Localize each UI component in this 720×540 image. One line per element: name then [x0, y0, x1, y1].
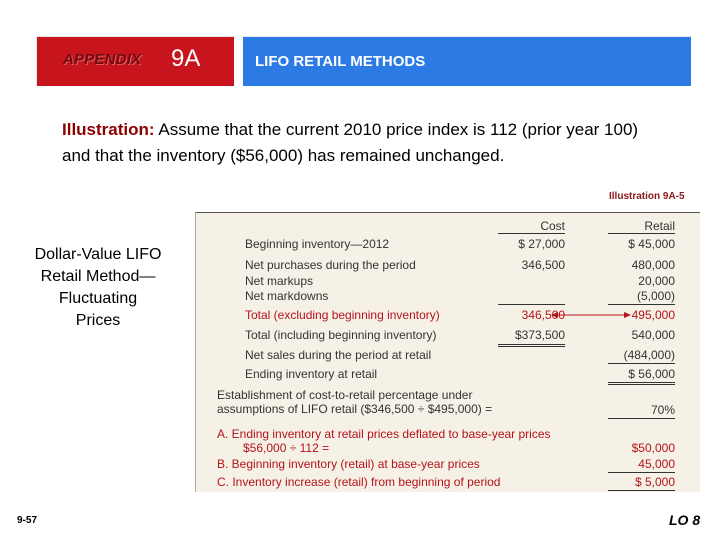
step-a-formula: $56,000 ÷ 112 =	[243, 441, 330, 455]
row-retail: (484,000)	[623, 348, 675, 362]
appendix-number: 9A	[171, 45, 201, 72]
panel-left-rule	[195, 212, 196, 492]
sales-underline	[608, 363, 675, 364]
appendix-label: APPENDIX	[63, 51, 142, 68]
row-retail-highlight: 495,000	[631, 308, 675, 322]
title-banner: LIFO RETAIL METHODS	[243, 36, 691, 86]
total-double-underline	[498, 346, 565, 347]
header-underline	[498, 233, 565, 234]
establishment-line: assumptions of LIFO retail ($346,500 ÷ $…	[217, 402, 493, 416]
illustration-label: Illustration 9A-5	[609, 191, 685, 202]
step-b-underline	[608, 472, 675, 473]
step-c-line: C. Inventory increase (retail) from begi…	[217, 475, 501, 489]
intro-label: Illustration:	[62, 120, 155, 139]
slide-title: LIFO RETAIL METHODS	[255, 53, 426, 70]
step-b-line: B. Beginning inventory (retail) at base-…	[217, 457, 480, 471]
side-caption: Dollar-Value LIFO Retail Method— Fluctua…	[20, 244, 176, 332]
establishment-value: 70%	[650, 403, 675, 417]
row-retail: (5,000)	[636, 289, 675, 303]
column-header-retail: Retail	[644, 219, 675, 233]
page-number: 9-57	[17, 515, 38, 526]
ending-double-underline	[608, 384, 675, 385]
row-retail: 480,000	[631, 258, 675, 272]
row-retail: $ 45,000	[628, 237, 675, 251]
side-caption-line: Retail Method—	[40, 268, 156, 285]
row-retail: 540,000	[631, 328, 675, 342]
intro-paragraph: Illustration: Assume that the current 20…	[62, 117, 662, 169]
subtotal-underline	[608, 304, 675, 305]
ending-underline	[608, 382, 675, 383]
row-cost-highlight: 346,500	[521, 308, 565, 322]
side-caption-line: Dollar-Value LIFO	[34, 246, 162, 263]
illustration-panel: Cost Retail Beginning inventory—2012 $ 2…	[195, 212, 700, 492]
total-underline	[498, 344, 565, 345]
row-label: Net purchases during the period	[245, 258, 416, 272]
establishment-line: Establishment of cost-to-retail percenta…	[217, 388, 473, 402]
row-label: Net sales during the period at retail	[245, 348, 432, 362]
side-caption-line: Prices	[75, 312, 121, 329]
row-label: Ending inventory at retail	[245, 367, 378, 381]
appendix-banner: APPENDIX 9A	[36, 36, 234, 86]
row-label: Net markdowns	[245, 289, 329, 303]
step-a-line: A. Ending inventory at retail prices def…	[217, 427, 551, 441]
panel-top-rule	[195, 212, 700, 213]
header-underline	[608, 233, 675, 234]
row-label: Total (including beginning inventory)	[245, 328, 437, 342]
row-retail: $ 56,000	[628, 367, 675, 381]
step-a-value: $50,000	[631, 441, 675, 455]
percent-underline	[608, 418, 675, 419]
row-label: Net markups	[245, 274, 314, 288]
step-b-value: 45,000	[638, 457, 675, 471]
subtotal-underline	[498, 304, 565, 305]
row-cost: 346,500	[521, 258, 565, 272]
side-caption-line: Fluctuating	[58, 290, 138, 307]
row-cost: $ 27,000	[518, 237, 565, 251]
intro-text: Assume that the current 2010 price index…	[62, 120, 639, 165]
row-retail: 20,000	[638, 274, 675, 288]
learning-objective: LO 8	[669, 512, 701, 528]
row-label: Beginning inventory—2012	[245, 237, 390, 251]
column-header-cost: Cost	[540, 219, 565, 233]
row-cost: $373,500	[514, 328, 565, 342]
row-label-highlight: Total (excluding beginning inventory)	[245, 308, 440, 322]
ratio-arrow-icon	[551, 312, 631, 318]
step-c-value: $ 5,000	[634, 475, 675, 489]
step-c-underline	[608, 490, 675, 491]
